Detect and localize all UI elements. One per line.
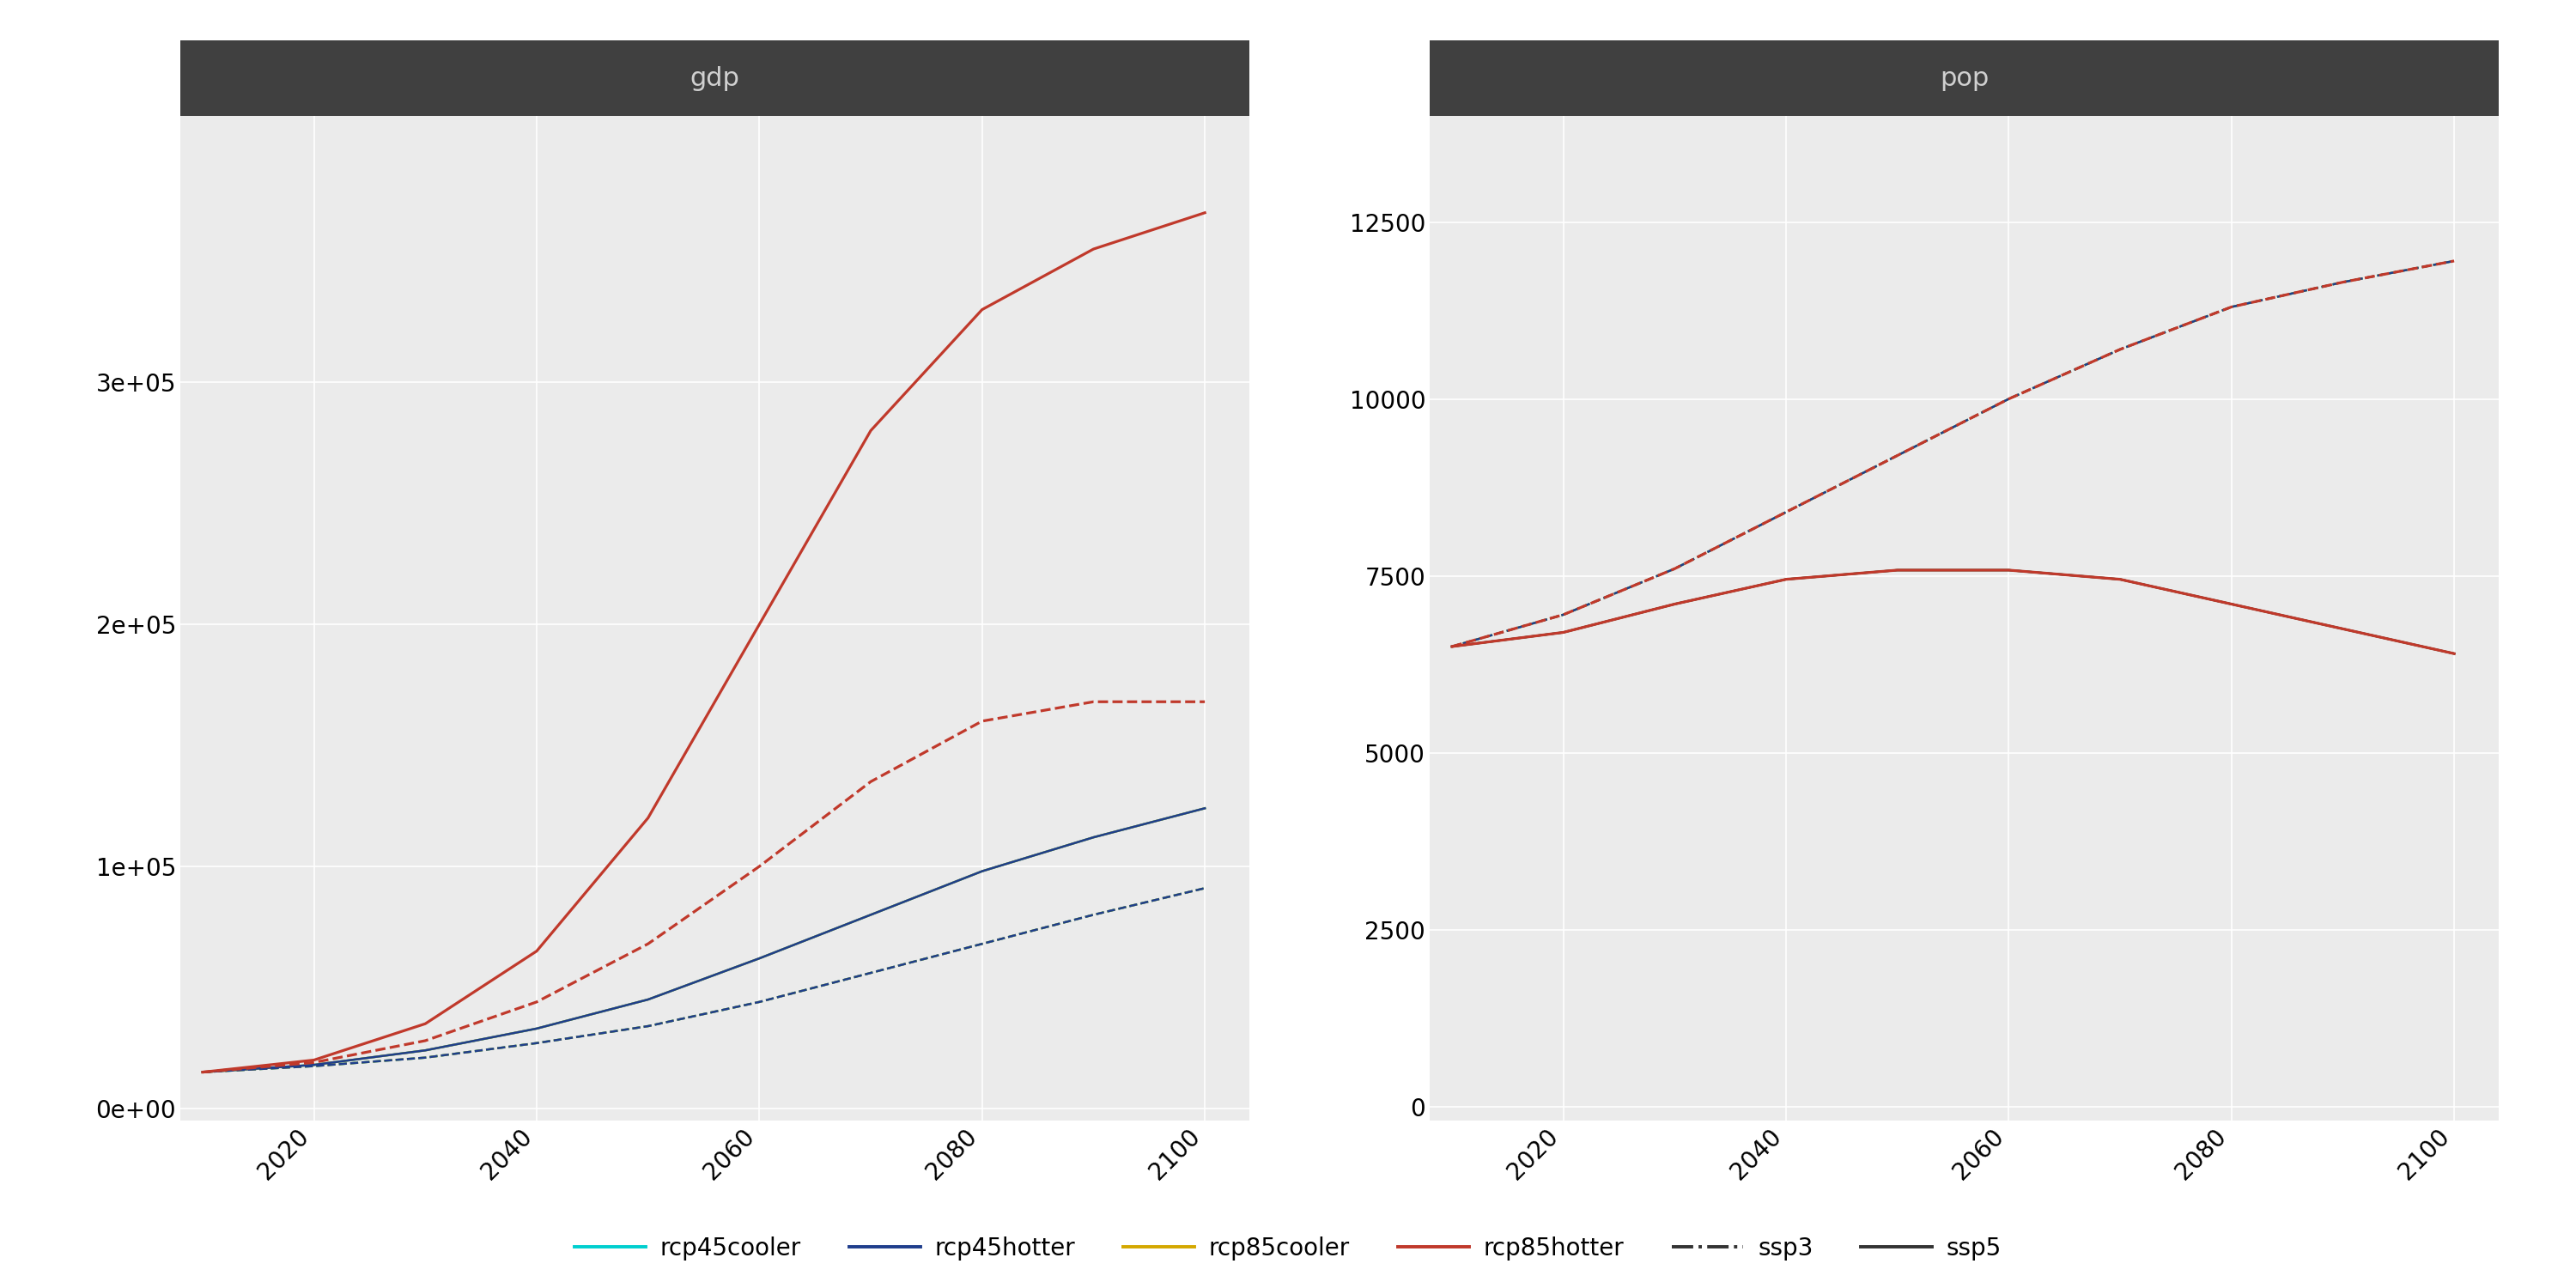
Legend: rcp45cooler, rcp45hotter, rcp85cooler, rcp85hotter, ssp3, ssp5: rcp45cooler, rcp45hotter, rcp85cooler, r… — [564, 1226, 2012, 1270]
